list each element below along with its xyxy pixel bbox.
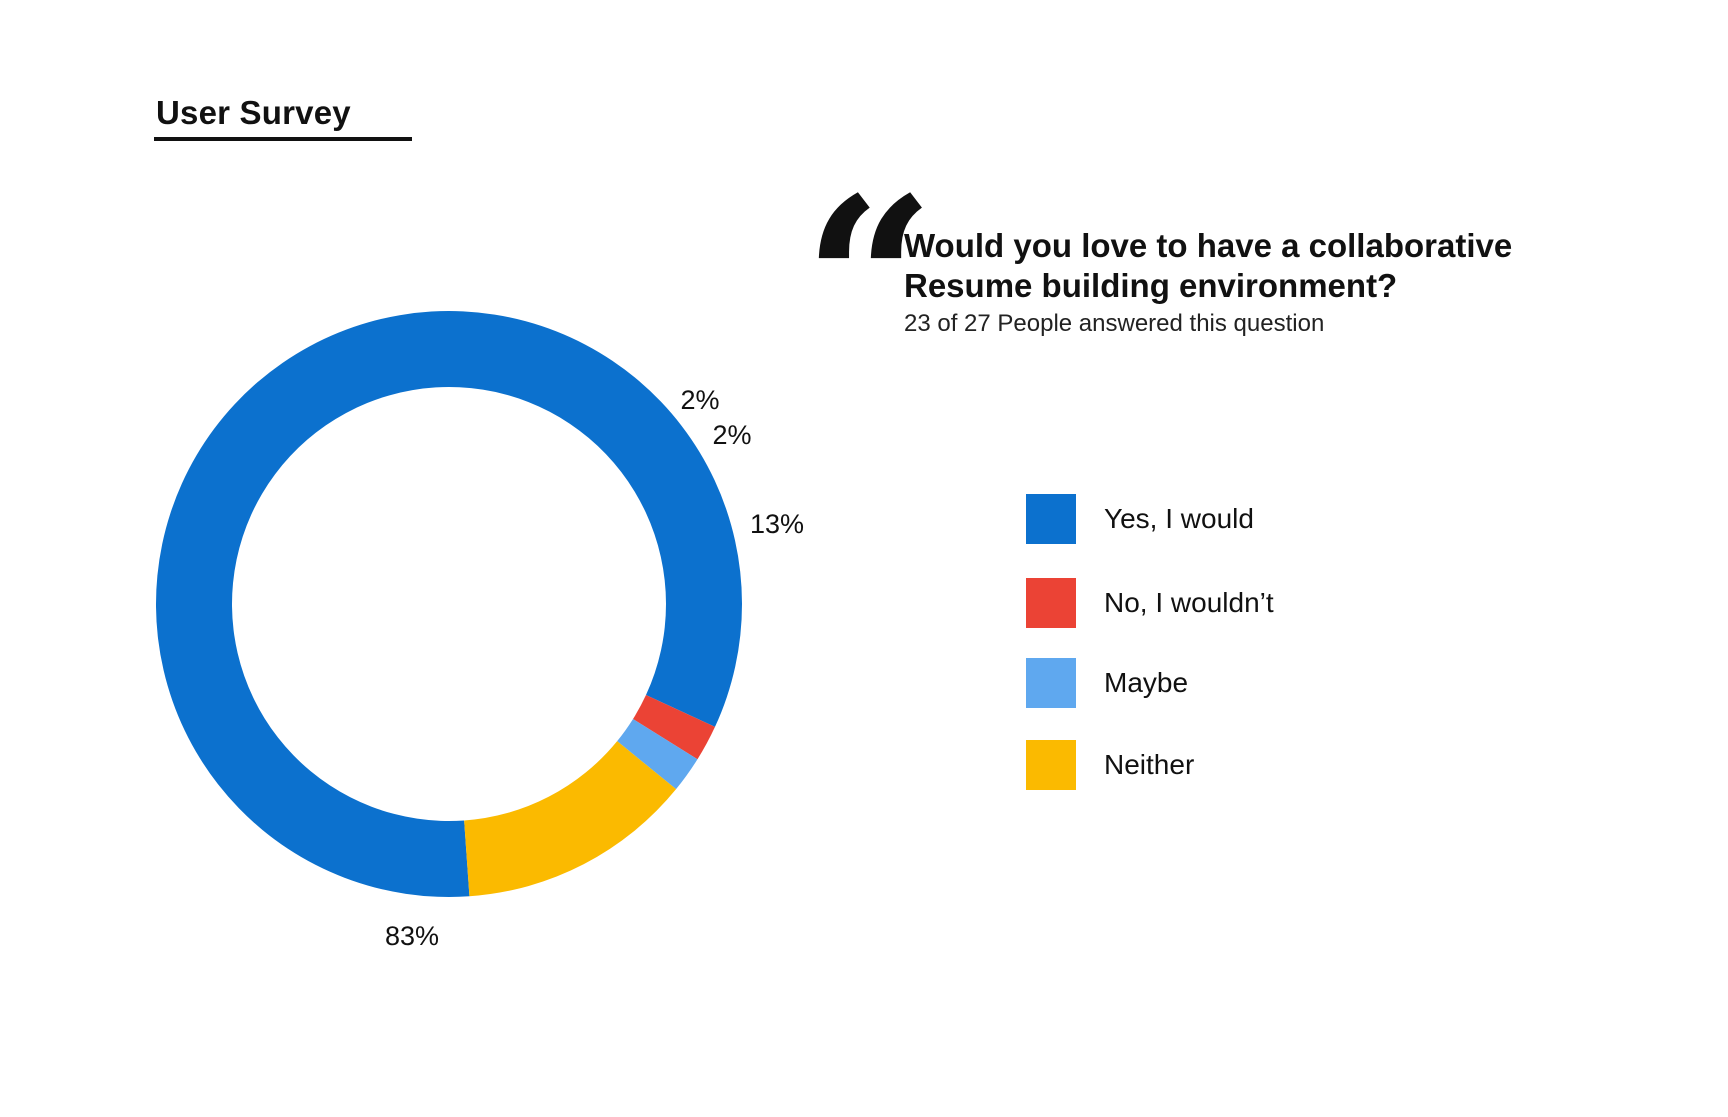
legend-label: Maybe <box>1104 667 1189 698</box>
legend-swatch <box>1026 494 1076 544</box>
answered-count: 23 of 27 People answered this question <box>904 310 1325 337</box>
slice-label-1: 83% <box>385 921 439 951</box>
slice-label-3: 2% <box>712 420 751 450</box>
legend-label: No, I wouldn’t <box>1104 587 1274 618</box>
legend-label: Yes, I would <box>1104 503 1254 534</box>
survey-question: Would you love to have a collaborative R… <box>904 227 1513 304</box>
donut-chart: 83% 2% 2% 13% <box>156 310 804 951</box>
section-underline <box>154 137 412 141</box>
legend-swatch <box>1026 658 1076 708</box>
legend-swatch <box>1026 740 1076 790</box>
section-title: User Survey <box>156 94 351 131</box>
legend-item: No, I wouldn’t <box>1026 578 1274 628</box>
slice-label-2: 2% <box>680 385 719 415</box>
legend-item: Maybe <box>1026 658 1188 708</box>
legend-item: Neither <box>1026 740 1194 790</box>
legend-swatch <box>1026 578 1076 628</box>
donut-slice-2 <box>633 695 715 760</box>
slice-label-4: 13% <box>750 509 804 539</box>
donut-slice-4 <box>464 741 677 897</box>
donut-slice-3 <box>617 718 698 790</box>
legend-item: Yes, I would <box>1026 494 1254 544</box>
quote-mark-icon: “ <box>803 148 936 418</box>
legend-label: Neither <box>1104 749 1195 780</box>
